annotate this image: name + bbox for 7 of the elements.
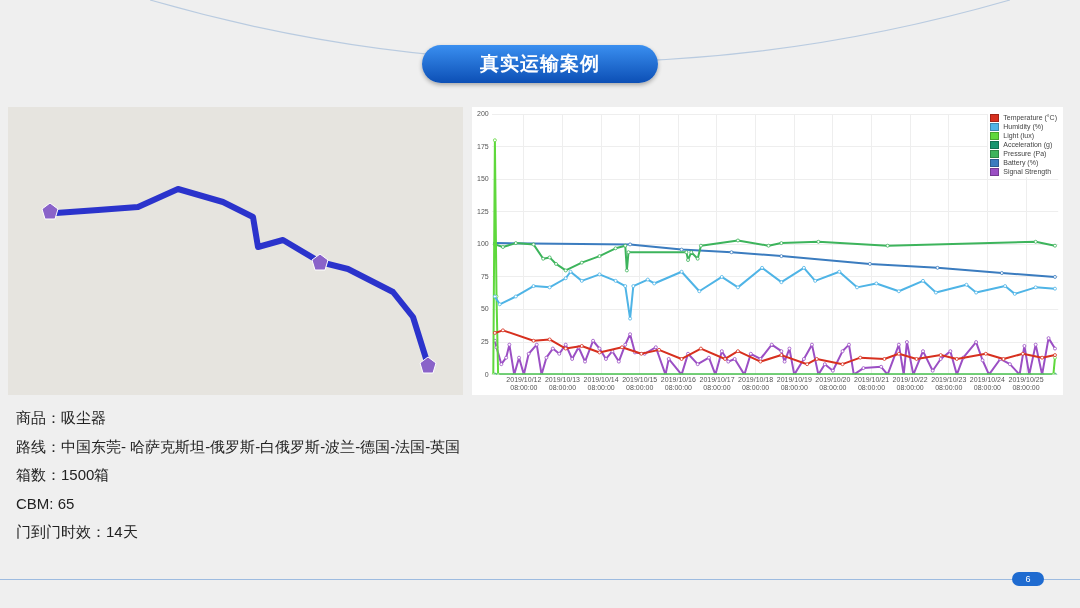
text: 6 xyxy=(1012,572,1044,586)
text: 商品：吸尘器 xyxy=(16,408,106,428)
text: CBM: 65 xyxy=(16,493,75,514)
text: 路线：中国东莞- 哈萨克斯坦-俄罗斯-白俄罗斯-波兰-德国-法国-英国 xyxy=(16,436,461,457)
text: 门到门时效：14天 xyxy=(16,522,138,543)
chart-title: 真实运输案例 xyxy=(480,52,600,76)
text: 箱数：1500箱 xyxy=(16,465,110,486)
